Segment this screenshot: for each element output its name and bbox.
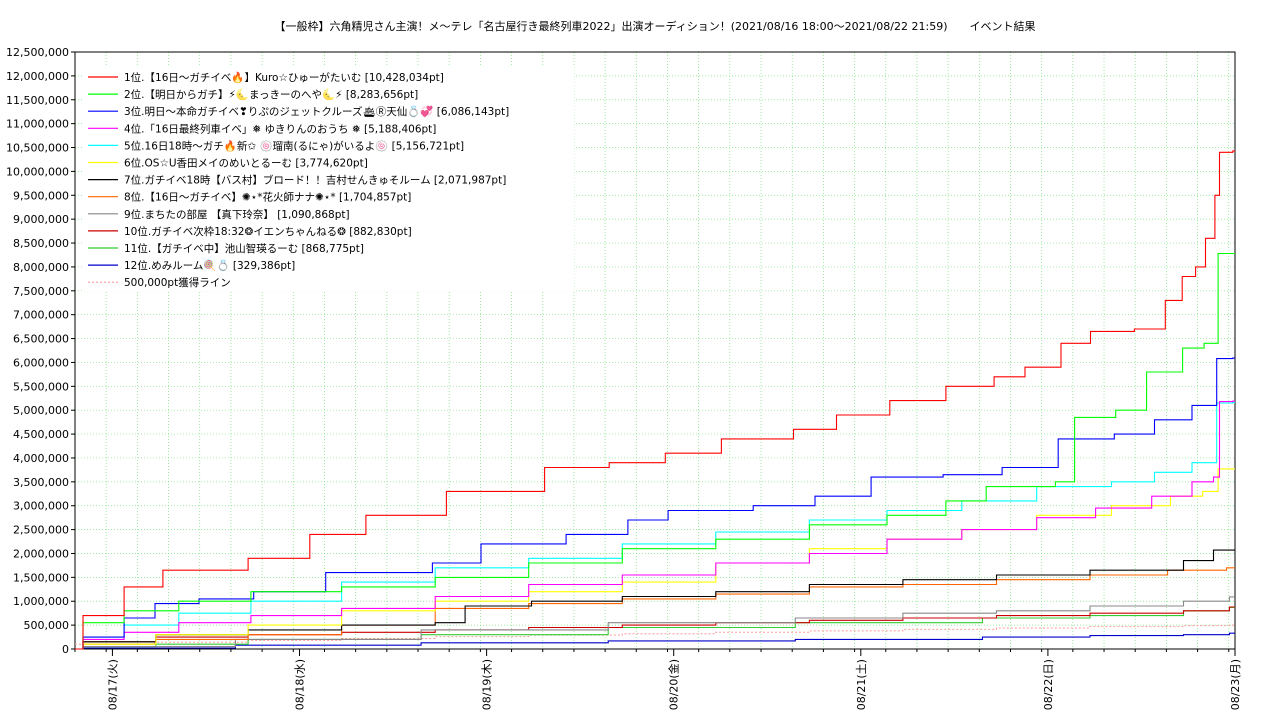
y-tick-label: 8,500,000	[13, 237, 69, 250]
y-tick-label: 7,000,000	[13, 309, 69, 322]
y-tick-label: 1,000,000	[13, 595, 69, 608]
x-tick-label: 08/23(月)	[1229, 659, 1242, 710]
y-tick-label: 12,500,000	[6, 46, 69, 59]
legend-entry: 7位.ガチイベ18時【バス村】ブロード！！吉村せんきゅそルーム [2,071,9…	[124, 174, 506, 187]
legend-entry: 5位.16日18時〜ガチ🔥新✩ 🍥瑠南(るにゃ)がいるよ🍥 [5,156,721…	[124, 139, 464, 152]
y-tick-label: 0	[62, 643, 69, 656]
legend-entry: 2位.【明日からガチ】⚡🌜まっきーのへや🌜⚡ [8,283,656pt]	[124, 88, 418, 101]
series-line	[75, 632, 1235, 650]
x-tick-label: 08/22(日)	[1042, 659, 1055, 710]
chart-series	[75, 150, 1235, 650]
x-axis-ticks: 08/17(火) 08/18(水) 08/19(木) 08/20(金) 08/21(土)…	[74, 649, 1242, 710]
legend-entry: 12位.めみルーム🍭💍 [329,386pt]	[124, 258, 295, 272]
y-tick-label: 10,500,000	[6, 142, 69, 155]
y-tick-label: 500,000	[24, 619, 70, 632]
legend-entry: 11位.【ガチイベ中】池山智瑛るーむ [868,775pt]	[124, 242, 364, 255]
y-tick-label: 4,500,000	[13, 428, 69, 441]
x-tick-label: 08/17(火)	[106, 659, 119, 710]
y-tick-label: 6,000,000	[13, 356, 69, 369]
y-tick-label: 2,500,000	[13, 524, 69, 537]
y-tick-label: 1,500,000	[13, 571, 69, 584]
y-tick-label: 6,500,000	[13, 333, 69, 346]
y-tick-label: 7,500,000	[13, 285, 69, 298]
y-tick-label: 5,000,000	[13, 404, 69, 417]
plot-frame	[74, 51, 1236, 650]
legend-box	[82, 65, 574, 291]
y-tick-label: 9,000,000	[13, 213, 69, 226]
reference-line	[75, 624, 1235, 645]
y-tick-label: 11,000,000	[6, 118, 69, 131]
y-tick-label: 12,000,000	[6, 70, 69, 83]
x-tick-label: 08/19(木)	[481, 659, 494, 710]
x-tick-label: 08/21(土)	[855, 659, 868, 710]
y-tick-label: 11,500,000	[6, 94, 69, 107]
y-axis-ticks: 0 500,000 1,000,000 1,500,000 2,000,000 2,500…	[6, 46, 75, 656]
chart-title: 【一般枠】六角精児さん主演！メ〜テレ「名古屋行き最終列車2022」出演オーディシ…	[275, 19, 1036, 33]
series-line	[75, 400, 1235, 650]
y-tick-label: 4,000,000	[13, 452, 69, 465]
legend-entry: 10位.ガチイベ次枠18:32❂イエンちゃんねる❂ [882,830pt]	[124, 225, 412, 238]
x-tick-label: 08/20(金)	[667, 659, 681, 710]
y-tick-label: 3,000,000	[13, 500, 69, 513]
y-tick-label: 5,500,000	[13, 380, 69, 393]
legend-entry: 500,000pt獲得ライン	[124, 276, 231, 289]
series-line	[75, 252, 1235, 650]
chart-legend: 1位.【16日〜ガチイベ🔥】Kuro☆ひゅーがたいむ [10,428,034pt…	[82, 65, 574, 291]
legend-entry: 4位.「16日最終列車イベ」❅ ゆきりんのおうち ❅ [5,188,406pt]	[124, 122, 436, 135]
legend-entry: 8位.【16日〜ガチイベ】✺⋆*花火師ナナ✺⋆* [1,704,857pt]	[124, 191, 411, 204]
y-tick-label: 3,500,000	[13, 476, 69, 489]
series-line	[75, 357, 1235, 650]
y-tick-label: 2,000,000	[13, 547, 69, 560]
legend-entry: 1位.【16日〜ガチイベ🔥】Kuro☆ひゅーがたいむ [10,428,034pt…	[124, 71, 444, 84]
series-line	[75, 150, 1235, 650]
series-line	[75, 402, 1235, 650]
legend-entry: 9位.まちたの部屋 【真下玲奈】 [1,090,868pt]	[124, 208, 350, 221]
legend-entry: 6位.OS☆U香田メイのめいとるーむ [3,774,620pt]	[124, 157, 368, 170]
series-line	[75, 468, 1235, 650]
y-tick-label: 8,000,000	[13, 261, 69, 274]
x-tick-label: 08/18(水)	[294, 659, 307, 710]
chart-axes	[74, 51, 1236, 650]
y-tick-label: 9,500,000	[13, 189, 69, 202]
y-tick-label: 10,000,000	[6, 165, 69, 178]
legend-entry: 3位.明日〜本命ガチイベ❣りぷのジェットクルーズ🛳Ⓡ天仙💍💞 [6,086,14…	[124, 105, 509, 118]
